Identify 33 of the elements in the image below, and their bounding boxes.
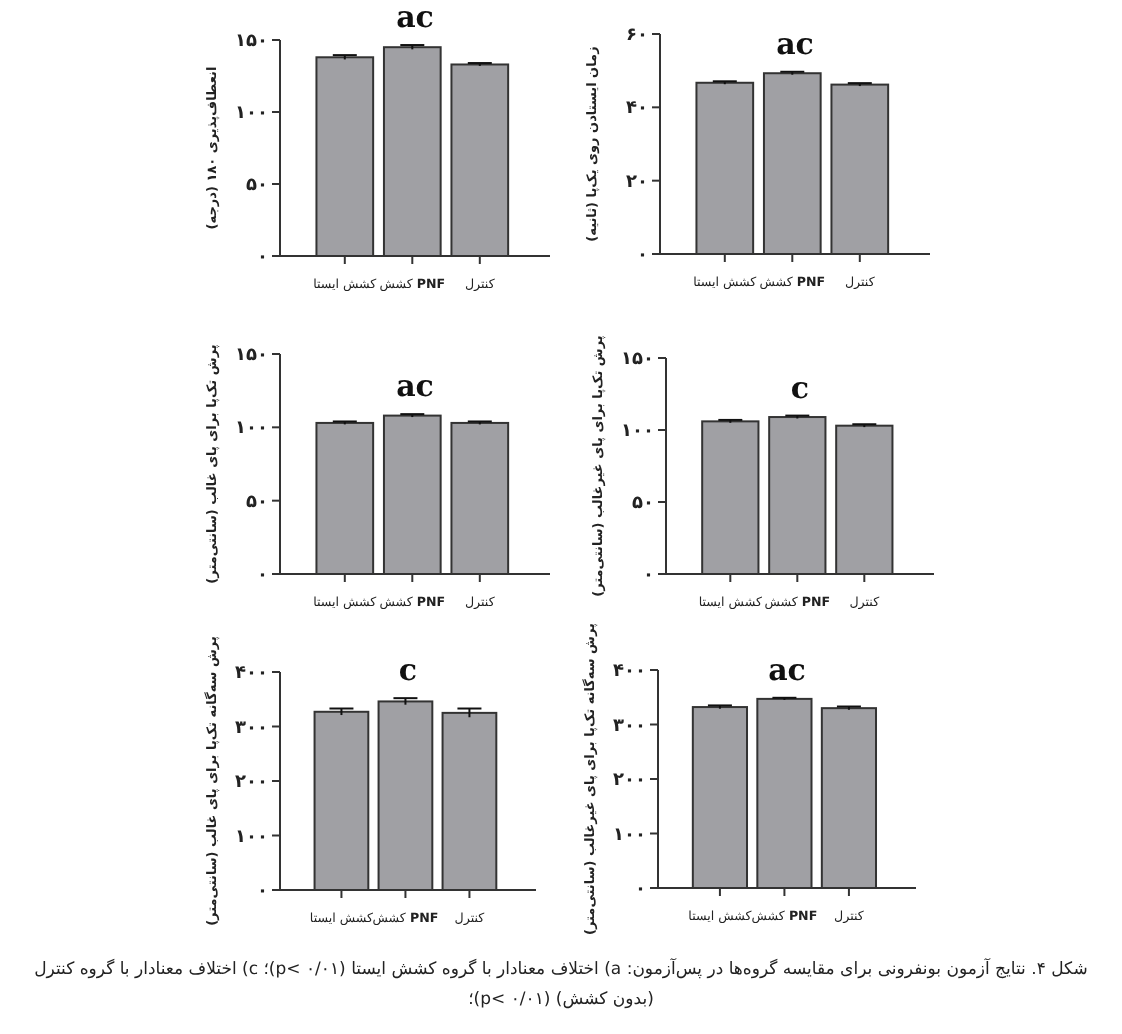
y-tick-label: ۰ xyxy=(257,882,268,902)
annotation: ac xyxy=(776,25,814,62)
y-tick-label: ۰ xyxy=(257,248,268,268)
y-tick-label: ۱۰۰ xyxy=(235,419,268,440)
y-tick-label: ۵۰ xyxy=(632,494,654,514)
y-tick-label: ۱۰۰ xyxy=(235,827,268,848)
y-tick-label: ۶۰ xyxy=(626,26,648,46)
y-tick-label: ۱۵۰ xyxy=(235,346,268,366)
y-tick-label: ۱۰۰ xyxy=(235,104,268,124)
y-tick-label: ۲۰۰ xyxy=(613,771,646,791)
y-tick-label: ۱۰۰ xyxy=(613,825,646,846)
y-tick-label: ۴۰۰ xyxy=(613,662,646,682)
y-tick-label: ۲۰ xyxy=(626,172,648,193)
y-tick-label: ۰ xyxy=(635,880,646,900)
y-tick-label: ۵۰ xyxy=(246,176,268,196)
y-tick-label: ۳۰۰ xyxy=(613,716,646,737)
y-tick-label: ۱۰۰ xyxy=(621,422,654,442)
y-tick-label: ۲۰۰ xyxy=(235,773,268,793)
y-tick-label: ۴۰۰ xyxy=(235,664,268,684)
annotation: c xyxy=(398,652,418,689)
annotation: ac xyxy=(396,368,434,405)
y-tick-label: ۱۵۰ xyxy=(235,32,268,52)
text: ac xyxy=(396,0,434,36)
y-tick-label: ۱۵۰ xyxy=(621,350,654,370)
y-tick-label: ۵۰ xyxy=(246,492,268,513)
annotation: ac xyxy=(768,651,806,688)
annotation: c xyxy=(790,369,810,406)
y-tick-label: ۳۰۰ xyxy=(235,718,268,739)
y-tick-label: ۰ xyxy=(257,566,268,586)
y-tick-label: ۰ xyxy=(643,566,654,586)
y-tick-label: ۰ xyxy=(637,246,648,266)
y-tick-label: ۴۰ xyxy=(626,99,648,120)
text: شکل ۴. نتایج آزمون بونفرونی برای مقایسه گروه‌ها در پس‌آزمون: a) اختلاف معنادار با گروه کشش ایستا (p< ۰/۰۱)؛ c) اختلاف معنادار با گروه کنترل (بدون کشش) (p< ۰/۰۱)؛ xyxy=(32,956,1090,1014)
